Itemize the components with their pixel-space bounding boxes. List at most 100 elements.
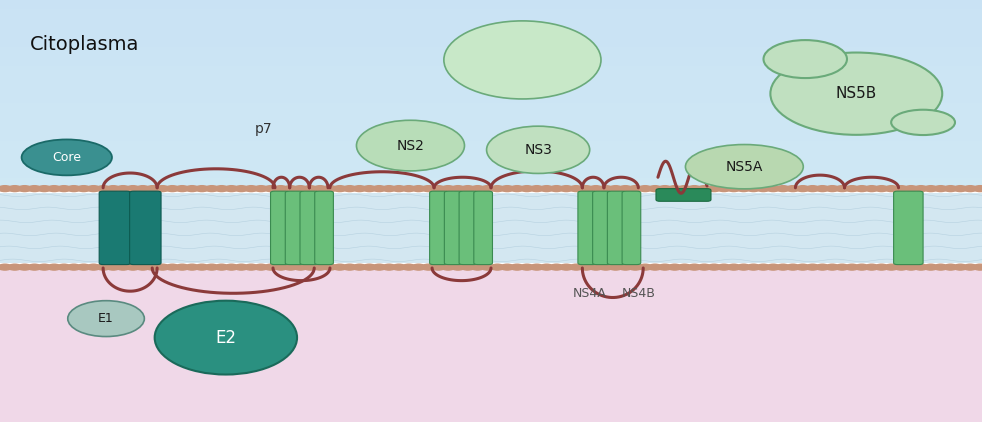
Circle shape <box>570 264 583 270</box>
Bar <box>0 37 982 42</box>
Circle shape <box>560 186 573 192</box>
Bar <box>0 178 982 183</box>
Circle shape <box>27 264 41 270</box>
Circle shape <box>195 264 209 270</box>
Bar <box>0 140 982 146</box>
Circle shape <box>215 264 229 270</box>
Circle shape <box>560 264 573 270</box>
Circle shape <box>924 186 938 192</box>
Circle shape <box>67 186 81 192</box>
Circle shape <box>57 186 71 192</box>
FancyBboxPatch shape <box>285 191 303 265</box>
Circle shape <box>668 186 682 192</box>
Text: p7: p7 <box>254 122 272 136</box>
Circle shape <box>402 186 415 192</box>
Bar <box>0 0 982 188</box>
Circle shape <box>934 264 948 270</box>
Circle shape <box>766 264 780 270</box>
Bar <box>0 179 982 188</box>
Circle shape <box>0 264 12 270</box>
Circle shape <box>599 186 613 192</box>
Circle shape <box>145 186 159 192</box>
Circle shape <box>136 186 149 192</box>
FancyBboxPatch shape <box>577 191 597 265</box>
Circle shape <box>776 264 790 270</box>
Circle shape <box>648 186 662 192</box>
Circle shape <box>313 186 327 192</box>
Circle shape <box>885 186 899 192</box>
Bar <box>0 27 982 33</box>
Circle shape <box>18 186 31 192</box>
Circle shape <box>687 186 701 192</box>
Circle shape <box>461 264 474 270</box>
Bar <box>0 103 982 113</box>
Bar <box>0 193 982 263</box>
Circle shape <box>805 264 819 270</box>
Bar <box>0 46 982 51</box>
Bar <box>0 163 982 169</box>
Circle shape <box>511 186 524 192</box>
Circle shape <box>836 186 849 192</box>
Circle shape <box>491 264 505 270</box>
Circle shape <box>697 264 711 270</box>
Circle shape <box>678 186 691 192</box>
Circle shape <box>963 264 977 270</box>
Bar <box>0 75 982 84</box>
Bar <box>0 154 982 160</box>
Bar <box>0 94 982 103</box>
Circle shape <box>106 186 120 192</box>
Circle shape <box>687 264 701 270</box>
Bar <box>0 84 982 89</box>
Circle shape <box>116 186 130 192</box>
Bar <box>0 122 982 131</box>
Circle shape <box>67 264 81 270</box>
Circle shape <box>589 186 603 192</box>
Circle shape <box>501 264 515 270</box>
Bar <box>0 168 982 174</box>
Circle shape <box>736 264 750 270</box>
Circle shape <box>155 186 169 192</box>
Ellipse shape <box>356 120 464 171</box>
Circle shape <box>973 264 982 270</box>
Circle shape <box>402 264 415 270</box>
Circle shape <box>846 186 859 192</box>
Ellipse shape <box>763 40 846 78</box>
Circle shape <box>865 264 879 270</box>
Circle shape <box>530 264 544 270</box>
Circle shape <box>826 186 840 192</box>
Bar <box>0 84 982 94</box>
Circle shape <box>303 186 317 192</box>
Circle shape <box>963 186 977 192</box>
Circle shape <box>570 186 583 192</box>
Circle shape <box>461 186 474 192</box>
Bar <box>0 93 982 99</box>
Circle shape <box>284 264 298 270</box>
Circle shape <box>205 264 219 270</box>
Bar <box>0 0 982 9</box>
Bar <box>0 51 982 56</box>
Ellipse shape <box>22 139 112 176</box>
Circle shape <box>944 186 957 192</box>
Bar <box>0 4 982 9</box>
Circle shape <box>186 264 199 270</box>
Circle shape <box>313 264 327 270</box>
Circle shape <box>126 186 139 192</box>
Circle shape <box>343 186 356 192</box>
Bar <box>0 60 982 66</box>
Circle shape <box>47 264 61 270</box>
Circle shape <box>186 186 199 192</box>
Circle shape <box>145 264 159 270</box>
Text: NS4B: NS4B <box>622 287 655 300</box>
Circle shape <box>736 186 750 192</box>
Circle shape <box>96 186 110 192</box>
Circle shape <box>333 186 347 192</box>
FancyBboxPatch shape <box>270 191 289 265</box>
FancyBboxPatch shape <box>444 191 464 265</box>
Bar <box>0 28 982 38</box>
Circle shape <box>934 186 948 192</box>
Circle shape <box>904 186 918 192</box>
Circle shape <box>875 264 889 270</box>
Bar <box>0 70 982 75</box>
Circle shape <box>668 264 682 270</box>
Circle shape <box>520 264 534 270</box>
